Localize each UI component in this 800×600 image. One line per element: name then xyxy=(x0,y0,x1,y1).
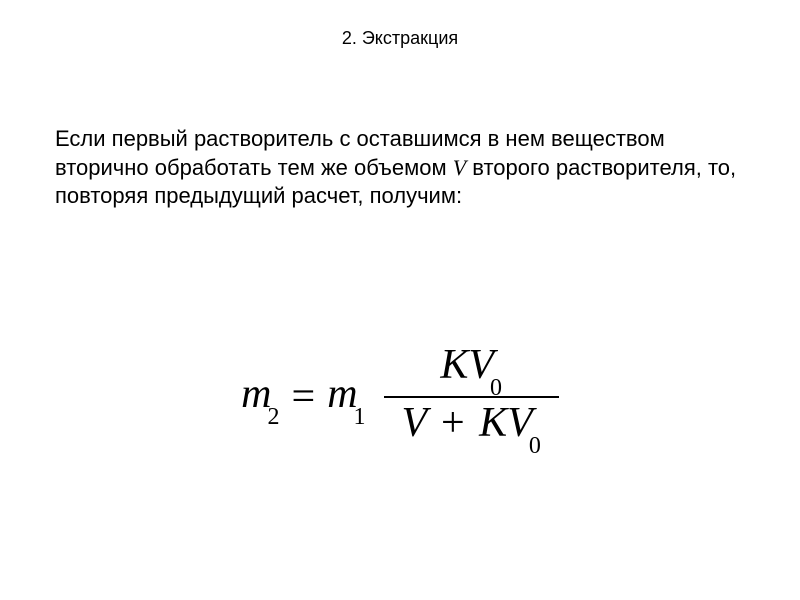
slide-title: 2. Экстракция xyxy=(0,0,800,49)
den-plus: + xyxy=(437,400,469,446)
equals-sign: = xyxy=(288,373,320,421)
denominator: V + KV0 xyxy=(384,398,559,454)
paragraph-variable-v: V xyxy=(453,155,466,180)
den-sub-0: 0 xyxy=(529,433,541,459)
numerator: KV0 xyxy=(422,340,520,396)
lhs: m2 xyxy=(241,370,279,423)
body-paragraph: Если первый растворитель с оставшимся в … xyxy=(55,125,745,211)
slide: 2. Экстракция Если первый растворитель с… xyxy=(0,0,800,600)
equation-row: m2 = m1 KV0 V + KV0 xyxy=(241,340,559,454)
fraction: KV0 V + KV0 xyxy=(384,340,559,454)
rhs-coeff: m1 xyxy=(327,370,365,423)
den-k: K xyxy=(479,400,507,446)
lhs-var-m: m xyxy=(241,371,271,417)
num-sub-0: 0 xyxy=(490,375,502,401)
formula: m2 = m1 KV0 V + KV0 xyxy=(0,340,800,454)
num-k: K xyxy=(440,342,468,388)
lhs-sub-2: 2 xyxy=(268,404,280,430)
den-v: V xyxy=(402,400,427,446)
rhs-sub-1: 1 xyxy=(354,404,366,430)
rhs-var-m: m xyxy=(327,371,357,417)
